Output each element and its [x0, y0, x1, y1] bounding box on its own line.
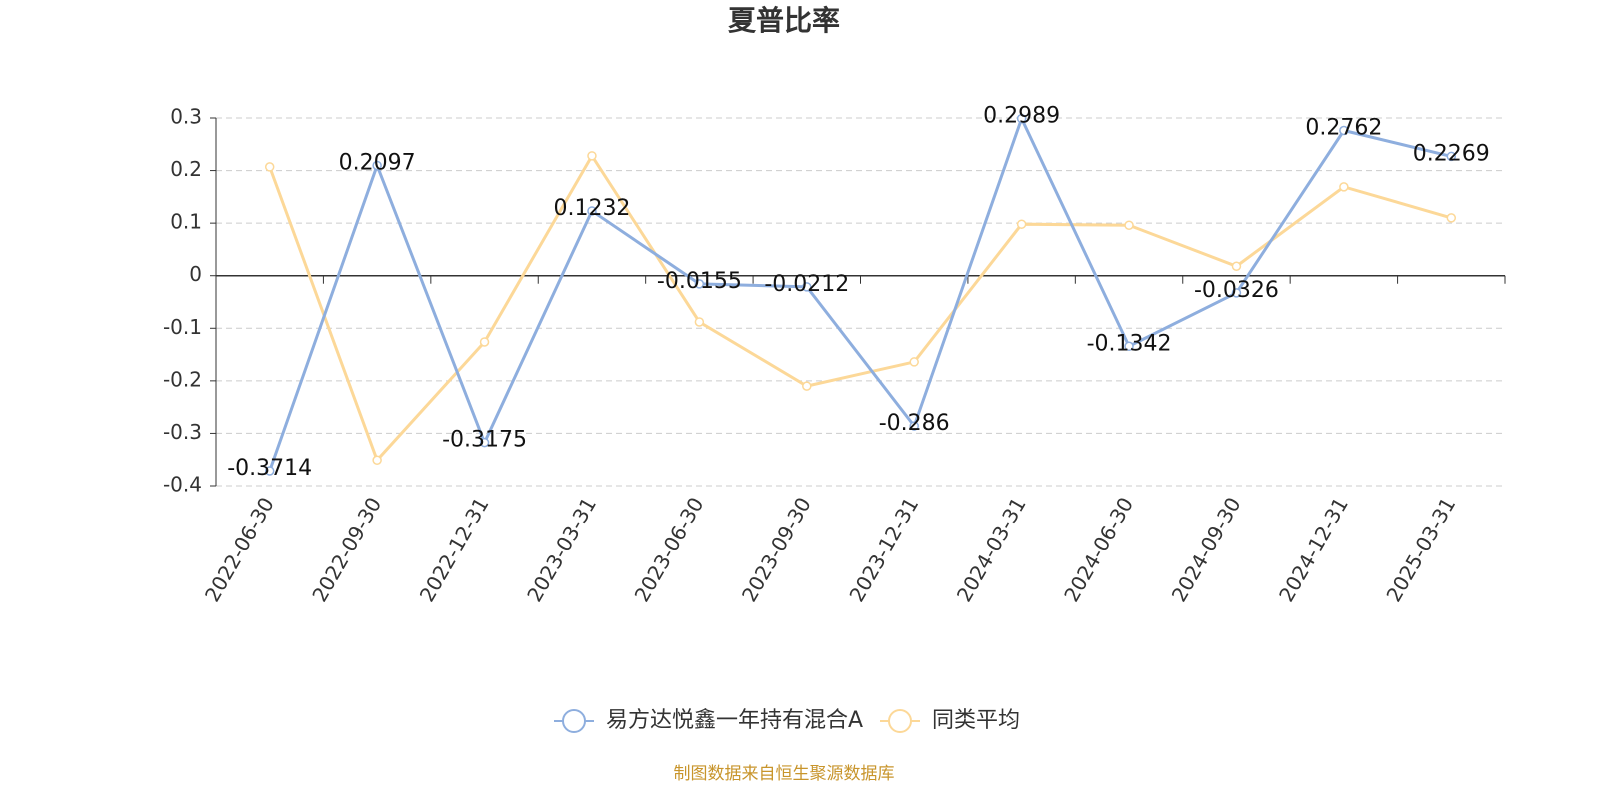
source-note: 制图数据来自恒生聚源数据库 — [674, 764, 895, 784]
chart-title: 夏普比率 — [728, 4, 840, 37]
data-label: -0.0212 — [764, 272, 849, 297]
data-point — [1446, 213, 1457, 223]
data-label: -0.0155 — [657, 269, 742, 294]
data-point — [1231, 261, 1242, 272]
data-label: 0.1232 — [553, 196, 630, 221]
data-point — [1339, 182, 1349, 192]
y-tick-label: 0 — [189, 262, 202, 286]
data-point — [479, 437, 490, 448]
data-point — [1124, 341, 1134, 352]
x-tick-label: 2022-06-30 — [200, 493, 279, 606]
data-label: -0.1342 — [1087, 331, 1172, 356]
x-tick-label: 2023-12-31 — [844, 493, 923, 606]
x-tick-label: 2024-06-30 — [1059, 493, 1138, 606]
x-tick-label: 2024-03-31 — [952, 493, 1031, 606]
data-point — [802, 282, 812, 292]
data-label: -0.0326 — [1194, 278, 1279, 303]
data-point — [372, 455, 382, 465]
x-tick-label: 2022-12-31 — [415, 493, 494, 606]
x-tick-label: 2024-12-31 — [1274, 493, 1353, 606]
data-point — [1016, 113, 1027, 124]
data-label: 0.2097 — [339, 150, 416, 175]
data-point — [694, 279, 705, 289]
data-point — [479, 337, 490, 347]
legend-label: 同类平均 — [932, 708, 1020, 733]
y-tick-label: -0.2 — [163, 367, 202, 391]
data-point — [587, 151, 597, 161]
y-tick-label: -0.1 — [163, 315, 202, 339]
data-point — [1016, 219, 1027, 229]
data-point — [1124, 220, 1134, 230]
data-point — [1446, 151, 1457, 162]
data-point — [694, 317, 705, 327]
series-line — [268, 114, 1452, 472]
data-label: -0.286 — [879, 411, 950, 436]
y-tick-label: -0.4 — [163, 473, 202, 497]
x-tick-label: 2023-09-30 — [737, 493, 816, 606]
y-tick-label: -0.3 — [163, 420, 202, 444]
x-tick-label: 2024-09-30 — [1167, 493, 1246, 606]
data-point — [909, 357, 919, 367]
data-point — [587, 206, 597, 216]
data-label: -0.3714 — [227, 456, 312, 481]
data-point — [264, 162, 275, 172]
data-point — [1339, 125, 1349, 136]
data-point — [264, 466, 275, 476]
data-point — [372, 160, 382, 171]
x-tick-label: 2025-03-31 — [1381, 493, 1460, 606]
legend-symbol — [888, 709, 912, 733]
y-tick-label: 0.2 — [170, 157, 202, 181]
data-label: -0.3175 — [442, 428, 527, 453]
y-tick-label: 0.1 — [170, 210, 202, 234]
x-tick-label: 2022-09-30 — [307, 493, 386, 606]
x-tick-label: 2023-03-31 — [522, 493, 601, 606]
data-point — [802, 381, 812, 391]
data-label: 0.2269 — [1413, 141, 1490, 166]
data-point — [909, 421, 919, 431]
legend-symbol — [562, 709, 586, 733]
data-point — [1231, 288, 1242, 298]
y-tick-label: 0.3 — [170, 105, 202, 129]
data-label: 0.2762 — [1305, 116, 1382, 141]
series-line — [268, 152, 1452, 464]
legend-label: 易方达悦鑫一年持有混合A — [606, 708, 863, 733]
data-label: 0.2989 — [983, 104, 1060, 129]
x-tick-label: 2023-06-30 — [630, 493, 709, 606]
